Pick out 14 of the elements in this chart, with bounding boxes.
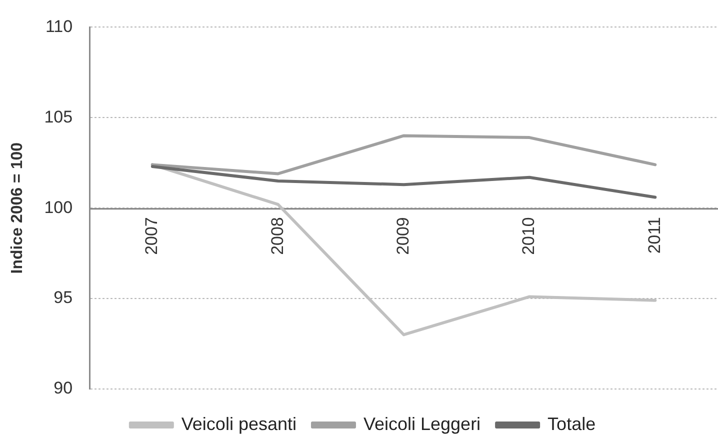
legend-label: Veicoli pesanti [181, 414, 296, 434]
x-tick-label: 2009 [393, 217, 412, 255]
x-tick-label: 2010 [519, 217, 538, 255]
y-tick-label: 100 [44, 198, 73, 217]
legend-label: Totale [548, 414, 596, 434]
legend-label: Veicoli Leggeri [363, 414, 481, 434]
y-axis-title: Indice 2006 = 100 [9, 142, 26, 274]
x-tick-label: 2008 [268, 217, 287, 255]
x-tick-label: 2011 [644, 217, 664, 254]
y-tick-label: 95 [54, 288, 73, 308]
x-tick-label: 2007 [142, 217, 162, 255]
y-tick-label: 90 [54, 378, 73, 398]
y-tick-label: 105 [44, 107, 73, 126]
y-tick-label: 110 [45, 16, 73, 36]
